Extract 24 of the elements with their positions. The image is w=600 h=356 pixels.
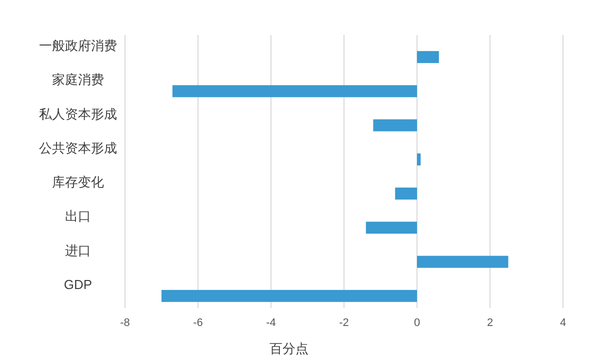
y-tick-label: 家庭消费 <box>52 72 104 88</box>
bar <box>162 290 417 302</box>
bar <box>172 85 417 98</box>
x-tick-label: 4 <box>560 317 566 329</box>
bar <box>417 51 439 64</box>
y-tick-label: 私人资本形成 <box>39 106 117 122</box>
y-tick-label: 出口 <box>65 208 91 224</box>
x-tick-label: 0 <box>414 317 420 329</box>
y-tick-label: 公共资本形成 <box>39 140 117 156</box>
x-tick-label: -6 <box>193 317 203 329</box>
bar <box>417 256 508 268</box>
x-tick-label: -2 <box>339 317 349 329</box>
x-axis-title: 百分点 <box>270 341 308 356</box>
y-tick-label: 库存变化 <box>52 174 104 190</box>
y-tick-label: 进口 <box>65 242 91 258</box>
bar <box>366 222 417 234</box>
x-tick-label: -8 <box>120 317 130 329</box>
x-tick-label: -4 <box>266 317 276 329</box>
bar <box>373 119 417 132</box>
bar <box>417 153 421 166</box>
x-tick-label: 2 <box>486 317 494 329</box>
y-tick-label: 一般政府消费 <box>39 38 117 54</box>
y-tick-label: GDP <box>64 276 92 292</box>
bar <box>395 188 417 200</box>
